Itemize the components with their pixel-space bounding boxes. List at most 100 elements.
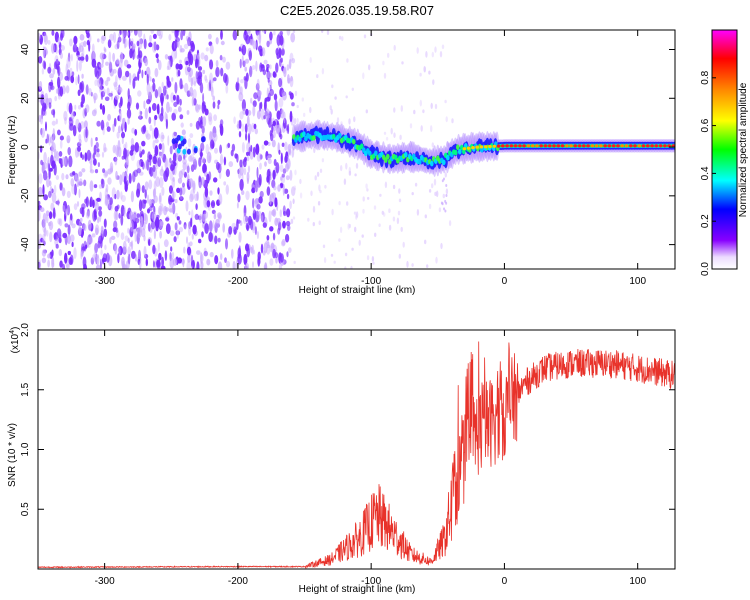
spectrogram-noise-blob	[154, 216, 160, 229]
spectrogram-noise-blob	[63, 110, 68, 121]
spectrogram-faint-blob	[369, 161, 372, 167]
spectrogram-faint-blob	[366, 255, 370, 261]
spectrogram-noise-blob	[237, 77, 240, 84]
spectrogram-noise-blob	[272, 130, 276, 139]
spectrogram-noise-blob	[264, 161, 267, 167]
spectrogram-noise-blob	[198, 157, 202, 167]
spectrogram-noise-blob	[83, 223, 87, 232]
ridge-mid	[368, 150, 372, 157]
spectrogram-faint-blob	[434, 191, 437, 196]
spectrogram-noise-blob	[77, 74, 80, 84]
spectrogram-noise-blob	[157, 242, 160, 252]
spectrogram-noise-blob	[126, 108, 132, 119]
spectrogram-noise-blob	[177, 257, 182, 264]
ridge-core-bead	[535, 144, 539, 148]
spectrogram-noise-blob	[196, 191, 199, 201]
spectrogram-noise-blob	[192, 89, 197, 100]
spectrogram-faint-blob	[420, 125, 423, 132]
spectrogram-noise-blob	[164, 250, 168, 261]
spectrogram-noise-blob	[236, 218, 239, 231]
spectrogram-noise-blob	[70, 213, 73, 221]
spectrogram-noise-blob	[158, 252, 162, 261]
snr-ticks	[38, 329, 675, 569]
spectrogram-noise-blob	[205, 47, 209, 52]
spectrogram-noise-blob	[179, 195, 183, 200]
spectrogram-noise-blob	[269, 31, 273, 41]
ridge-core-bead	[658, 144, 663, 148]
spectrogram-noise-blob	[152, 260, 155, 268]
spectrogram-noise-blob	[141, 149, 145, 155]
spectrogram-faint-blob	[355, 211, 359, 219]
spectrogram-noise-blob	[137, 90, 142, 97]
spectrogram-noise-blob	[94, 169, 99, 174]
spectrogram-noise-blob	[143, 100, 146, 109]
spectrogram-x-tick-labels: -300 -200 -100 0 100	[95, 276, 647, 287]
spectrogram-noise-blob	[252, 198, 255, 209]
spectrogram-noise-blob	[241, 123, 245, 132]
spectrogram-faint-blob	[344, 252, 348, 257]
spectrogram-noise-blob	[38, 186, 43, 198]
spectrogram-noise-blob	[286, 64, 290, 71]
spectrogram-noise-blob	[59, 140, 63, 149]
spectrogram-faint-blob	[296, 117, 299, 124]
spectrogram-noise-blob	[118, 212, 121, 219]
spectrogram-noise-blob	[116, 40, 120, 50]
spectrogram-noise-blob	[135, 102, 140, 110]
spectrogram-noise-blob	[286, 193, 290, 200]
spectrogram-noise-blob	[57, 198, 60, 207]
spectrogram-noise-blob	[278, 77, 283, 88]
spectrogram-noise-blob	[253, 92, 258, 100]
spectrogram-noise-blob	[245, 132, 248, 141]
spectrogram-noise-blob	[217, 212, 222, 219]
spectrogram-noise-blob	[291, 146, 295, 158]
spectrogram-noise-blob	[98, 209, 103, 217]
spectrogram-noise-blob	[266, 70, 271, 80]
spectrogram-noise-blob	[246, 155, 250, 162]
spectrogram-noise-blob	[176, 94, 180, 105]
spectrogram-noise-blob	[97, 162, 100, 168]
spectrogram-noise-blob	[88, 41, 91, 52]
ridge-mid	[430, 160, 434, 167]
spectrogram-noise-blob	[195, 203, 198, 211]
spectrogram-noise-blob	[83, 240, 87, 252]
spectrogram-noise-blob	[213, 133, 218, 142]
spectrogram-faint-blob	[409, 140, 412, 148]
spectrogram-noise-blob	[45, 121, 47, 132]
spectrogram-noise-blob	[148, 106, 152, 114]
colorbar-frame	[711, 29, 738, 270]
spectrogram-noise-blob	[245, 215, 248, 223]
spectrogram-noise-blob	[123, 175, 127, 186]
spectrogram-noise-blob	[283, 188, 289, 194]
spectrogram-noise-blob	[209, 79, 212, 92]
spectrogram-faint-blob	[331, 208, 334, 216]
spectrogram-noise-blob	[219, 54, 223, 61]
spectrogram-noise-blob	[154, 67, 159, 78]
spectrogram-noise-blob	[75, 118, 80, 129]
spectrogram-noise-blob	[210, 131, 213, 138]
spectrogram-noise-blob	[100, 249, 103, 256]
spectrogram-noise-blob	[144, 107, 148, 120]
spectrogram-noise-blob	[160, 92, 164, 104]
spectrogram-noise-blob	[231, 222, 237, 230]
spectrogram-noise-blob	[264, 140, 269, 146]
spectrogram-faint-blob	[431, 183, 434, 189]
spectrogram-noise-blob	[57, 37, 61, 45]
spectrogram-noise-blob	[263, 242, 268, 254]
spectrogram-noise-blob	[64, 117, 67, 125]
spectrogram-noise-blob	[90, 257, 95, 265]
spectrogram-noise-blob	[186, 236, 188, 244]
spectrogram-noise-blob	[203, 250, 208, 257]
spectrogram-faint-blob	[444, 99, 447, 104]
spectrogram-noise-blob	[196, 250, 201, 256]
spectrogram-noise-blob	[122, 32, 125, 45]
ridge-mid	[386, 153, 390, 160]
spectrogram-noise-blob	[76, 59, 79, 72]
spectrogram-noise-blob	[136, 213, 140, 218]
spectrogram-noise-blob	[118, 33, 121, 38]
spectrogram-noise-blob	[42, 222, 46, 233]
spectrogram-noise-blob	[285, 233, 290, 243]
spectrogram-noise-blob	[120, 214, 124, 226]
spectrogram-noise-blob	[38, 80, 43, 91]
spectrogram-noise-blob	[92, 254, 96, 261]
spectrogram-noise-blob	[138, 216, 143, 222]
